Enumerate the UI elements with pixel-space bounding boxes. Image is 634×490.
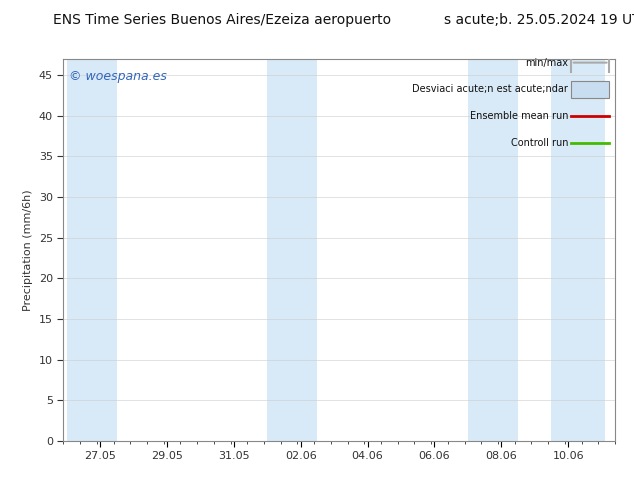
Text: Ensemble mean run: Ensemble mean run: [470, 111, 568, 121]
Text: s acute;b. 25.05.2024 19 UTC: s acute;b. 25.05.2024 19 UTC: [444, 13, 634, 27]
Bar: [268, 59, 318, 441]
Text: Desviaci acute;n est acute;ndar: Desviaci acute;n est acute;ndar: [412, 84, 568, 95]
Bar: [468, 59, 518, 441]
Bar: [552, 59, 605, 441]
Bar: [67, 59, 117, 441]
Text: ENS Time Series Buenos Aires/Ezeiza aeropuerto: ENS Time Series Buenos Aires/Ezeiza aero…: [53, 13, 391, 27]
Text: min/max: min/max: [525, 58, 568, 68]
Y-axis label: Precipitation (mm/6h): Precipitation (mm/6h): [23, 189, 34, 311]
Text: © woespana.es: © woespana.es: [69, 70, 167, 83]
Text: Controll run: Controll run: [510, 138, 568, 148]
Bar: [571, 81, 609, 98]
